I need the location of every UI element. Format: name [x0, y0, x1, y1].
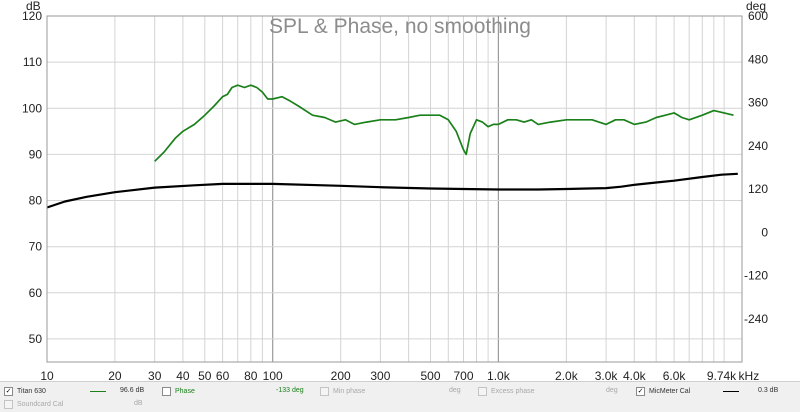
legend-item-titan-630[interactable]: ✓ Titan 630: [4, 387, 46, 396]
series-line-micmeter-cal: [46, 172, 738, 209]
y-tick-label: 90: [29, 147, 43, 161]
legend-item-excess-phase[interactable]: Excess phase: [478, 387, 535, 396]
y-tick-label: 60: [29, 286, 43, 300]
legend-label-min-phase: Min phase: [333, 388, 366, 395]
y-tick-label: 120: [22, 9, 42, 23]
titan-630-checkbox[interactable]: ✓: [4, 387, 13, 396]
x-tick-label: 1.0k: [487, 369, 511, 380]
x-tick-label: 700: [453, 369, 473, 380]
y2-tick-label: 0: [761, 225, 768, 239]
x-tick-label: 3.0k: [595, 369, 619, 380]
legend-label-phase: Phase: [175, 388, 195, 395]
x-tick-label: 40: [176, 369, 190, 380]
x-tick-label: 10: [40, 369, 54, 380]
legend-bar: ✓ Titan 630 96.6 dB Phase -133 deg Min p…: [0, 381, 800, 412]
y2-tick-label: -240: [744, 312, 768, 326]
legend-item-min-phase[interactable]: Min phase: [320, 387, 365, 396]
x-axis-unit: kHz: [739, 369, 760, 380]
y-tick-label: 110: [23, 55, 42, 69]
min-phase-value: deg: [449, 387, 461, 394]
excess-phase-value: deg: [606, 387, 618, 394]
micmeter-cal-value: 0.3 dB: [758, 387, 779, 394]
left-axis-unit: dB: [26, 0, 41, 13]
y-tick-label: 70: [29, 240, 43, 254]
chart-area: SPL & Phase, no smoothing dB deg kHz 10 2…: [22, 0, 768, 380]
phase-value: -133 deg: [276, 387, 304, 394]
x-tick-label: 20: [108, 369, 122, 380]
y2-tick-label: 240: [748, 139, 768, 153]
legend-label-titan-630: Titan 630: [17, 388, 46, 395]
y2-tick-label: 120: [748, 182, 768, 196]
phase-checkbox[interactable]: [162, 387, 171, 396]
micmeter-cal-checkbox[interactable]: ✓: [636, 387, 645, 396]
x-tick-label: 200: [331, 369, 351, 380]
x-tick-label: 50: [198, 369, 212, 380]
excess-phase-checkbox[interactable]: [478, 387, 487, 396]
legend-item-phase[interactable]: Phase: [162, 387, 195, 396]
x-tick-label: 300: [370, 369, 390, 380]
titan-630-swatch: [90, 391, 106, 392]
x-tick-label: 100: [263, 369, 283, 380]
chart-title: SPL & Phase, no smoothing: [269, 15, 531, 38]
x-tick-label: 9.74k: [707, 369, 737, 380]
soundcard-cal-checkbox[interactable]: [4, 400, 13, 409]
series-line-titan-630: [154, 84, 734, 162]
legend-item-micmeter-cal[interactable]: ✓ MicMeter Cal: [636, 387, 690, 396]
x-tick-label: 30: [148, 369, 162, 380]
plot-frame: [46, 15, 743, 363]
x-tick-label: 60: [216, 369, 230, 380]
x-tick-label: 4.0k: [623, 369, 647, 380]
y2-tick-label: 360: [748, 96, 768, 110]
y-tick-label: 50: [29, 332, 43, 346]
axis-ticks: 10 20 30 40 50 60 80 100 200 300 500 700 1.0k 2.0k 3.0…: [22, 9, 768, 380]
y2-tick-label: 480: [748, 52, 768, 66]
y2-tick-label: 600: [748, 9, 768, 23]
spl-phase-chart: SPL & Phase, no smoothing dB deg kHz 10 2…: [22, 0, 768, 380]
x-tick-label: 80: [244, 369, 258, 380]
micmeter-cal-swatch: [723, 391, 739, 392]
y2-tick-label: -120: [744, 269, 768, 283]
y-tick-label: 100: [22, 101, 42, 115]
y-tick-label: 80: [29, 194, 43, 208]
x-tick-label: 6.0k: [663, 369, 687, 380]
right-axis-unit: deg: [746, 0, 766, 13]
legend-label-soundcard-cal: Soundcard Cal: [17, 401, 64, 408]
legend-label-excess-phase: Excess phase: [491, 388, 535, 395]
x-tick-label: 500: [420, 369, 440, 380]
legend-item-soundcard-cal[interactable]: Soundcard Cal: [4, 400, 63, 409]
series-layer: [46, 84, 738, 209]
soundcard-cal-value: dB: [134, 400, 143, 407]
x-tick-label: 2.0k: [555, 369, 579, 380]
legend-label-micmeter-cal: MicMeter Cal: [649, 388, 691, 395]
titan-630-value: 96.6 dB: [120, 387, 145, 394]
min-phase-checkbox[interactable]: [320, 387, 329, 396]
